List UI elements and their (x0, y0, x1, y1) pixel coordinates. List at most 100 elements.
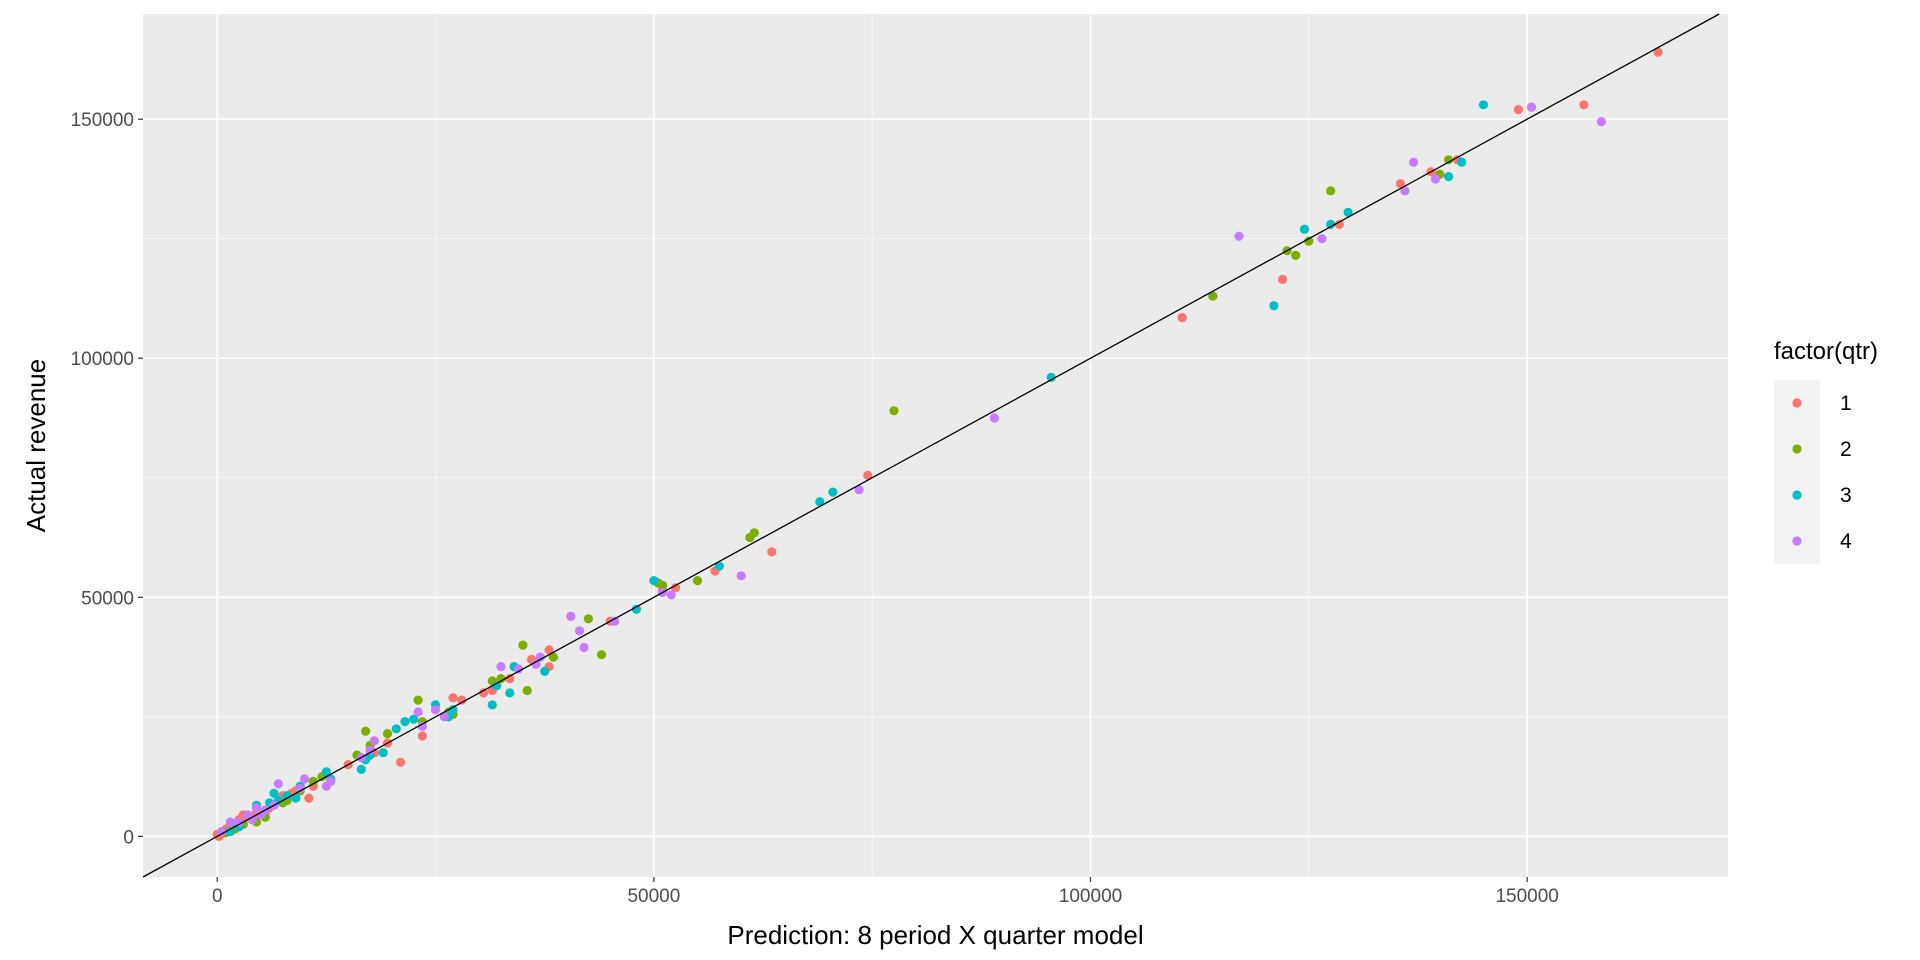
data-point-qtr-1 (863, 470, 873, 480)
data-point-qtr-4 (273, 779, 283, 789)
data-point-qtr-4 (365, 745, 375, 755)
data-point-qtr-1 (1513, 105, 1523, 115)
data-point-qtr-1 (767, 547, 777, 557)
data-point-qtr-3 (714, 561, 725, 571)
data-point-qtr-4 (1596, 117, 1606, 127)
data-point-qtr-2 (308, 776, 318, 787)
data-point-qtr-3 (225, 827, 235, 837)
data-point-qtr-4 (417, 721, 427, 732)
legend-label-3: 3 (1840, 484, 1852, 507)
x-tick-label: 150000 (1495, 886, 1558, 907)
data-point-qtr-3 (356, 764, 366, 775)
data-point-qtr-4 (413, 707, 423, 717)
data-point-qtr-3 (828, 487, 838, 497)
data-point-qtr-4 (513, 664, 524, 674)
data-point-qtr-4 (1409, 157, 1419, 167)
data-point-qtr-4 (535, 652, 545, 662)
data-point-qtr-4 (251, 803, 262, 813)
data-point-qtr-4 (321, 781, 331, 791)
data-point-qtr-3 (1326, 219, 1336, 229)
data-point-qtr-3 (1444, 172, 1454, 182)
data-point-qtr-3 (448, 705, 458, 715)
legend-key-4 (1792, 536, 1802, 546)
x-tick-label: 50000 (627, 886, 680, 907)
data-point-qtr-3 (1299, 224, 1310, 234)
data-point-qtr-2 (382, 729, 393, 739)
identity-reference-line (142, 13, 1720, 878)
legend-label-4: 4 (1840, 530, 1852, 553)
legend-label-2: 2 (1840, 438, 1852, 461)
data-point-qtr-3 (540, 666, 550, 677)
y-tick-label: 50000 (81, 588, 134, 609)
y-tick-label: 0 (123, 827, 134, 848)
data-point-qtr-4 (256, 810, 266, 820)
data-point-qtr-1 (1653, 47, 1663, 57)
x-axis-title: Prediction: 8 period X quarter model (727, 920, 1143, 950)
major-gridlines (143, 14, 1728, 877)
data-point-qtr-1 (396, 757, 406, 767)
data-point-qtr-2 (413, 695, 423, 705)
data-point-qtr-4 (1317, 234, 1327, 244)
data-point-qtr-4 (300, 774, 310, 784)
data-point-qtr-1 (1579, 100, 1589, 110)
data-point-qtr-4 (1430, 174, 1441, 184)
legend: factor(qtr) 1 2 3 4 (1774, 338, 1878, 564)
data-point-qtr-2 (1291, 250, 1301, 260)
data-point-qtr-3 (631, 604, 642, 614)
data-point-qtr-2 (1326, 186, 1336, 196)
y-axis-title: Actual revenue (21, 359, 51, 532)
data-point-qtr-4 (854, 485, 864, 495)
data-point-qtr-4 (575, 626, 585, 636)
data-point-qtr-1 (1395, 179, 1406, 189)
data-point-qtr-1 (1278, 274, 1288, 284)
data-point-qtr-4 (496, 662, 506, 672)
minor-gridlines (143, 14, 1728, 877)
data-point-qtr-3 (409, 714, 419, 724)
data-point-qtr-1 (1177, 313, 1187, 323)
y-tick-label: 150000 (71, 110, 134, 131)
x-tick-label: 0 (212, 886, 223, 907)
x-axis-ticks: 0 50000 100000 150000 (212, 877, 1559, 907)
data-point-qtr-2 (596, 650, 607, 660)
data-point-qtr-1 (417, 731, 427, 741)
data-point-qtr-1 (505, 674, 515, 684)
y-axis-ticks: 0 50000 100000 150000 (71, 110, 143, 848)
data-point-qtr-2 (1304, 236, 1314, 246)
legend-key-2 (1792, 444, 1802, 454)
data-point-qtr-2 (1208, 291, 1218, 301)
data-point-qtr-4 (566, 611, 576, 622)
data-point-qtr-2 (692, 576, 703, 586)
data-point-qtr-1 (671, 583, 681, 593)
data-point-qtr-4 (531, 659, 541, 669)
data-point-qtr-2 (361, 726, 371, 736)
data-point-qtr-2 (496, 674, 506, 684)
data-point-qtr-3 (282, 791, 292, 801)
data-point-qtr-4 (430, 705, 441, 715)
data-point-qtr-1 (479, 688, 489, 698)
data-point-qtr-1 (544, 645, 554, 655)
data-point-qtr-3 (291, 793, 301, 803)
data-point-qtr-3 (487, 700, 497, 710)
x-tick-label: 100000 (1059, 886, 1122, 907)
data-point-qtr-2 (583, 614, 594, 624)
data-point-qtr-4 (579, 642, 589, 653)
data-point-qtr-3 (269, 788, 279, 798)
data-point-qtr-4 (217, 827, 227, 837)
data-point-qtr-3 (391, 724, 401, 734)
data-point-qtr-1 (448, 693, 458, 703)
legend-key-1 (1792, 398, 1802, 408)
data-point-qtr-3 (1343, 207, 1353, 217)
y-tick-label: 100000 (71, 349, 134, 370)
data-point-qtr-4 (1400, 186, 1410, 196)
data-point-qtr-4 (439, 712, 449, 722)
data-point-qtr-2 (889, 406, 899, 416)
legend-key-3 (1792, 490, 1802, 500)
data-point-qtr-3 (1269, 301, 1279, 311)
data-point-qtr-2 (522, 685, 532, 696)
data-point-qtr-3 (400, 717, 410, 727)
data-point-qtr-4 (610, 616, 620, 626)
data-point-qtr-3 (1478, 100, 1489, 110)
data-point-qtr-4 (666, 590, 676, 600)
data-point-qtr-4 (1234, 231, 1244, 241)
